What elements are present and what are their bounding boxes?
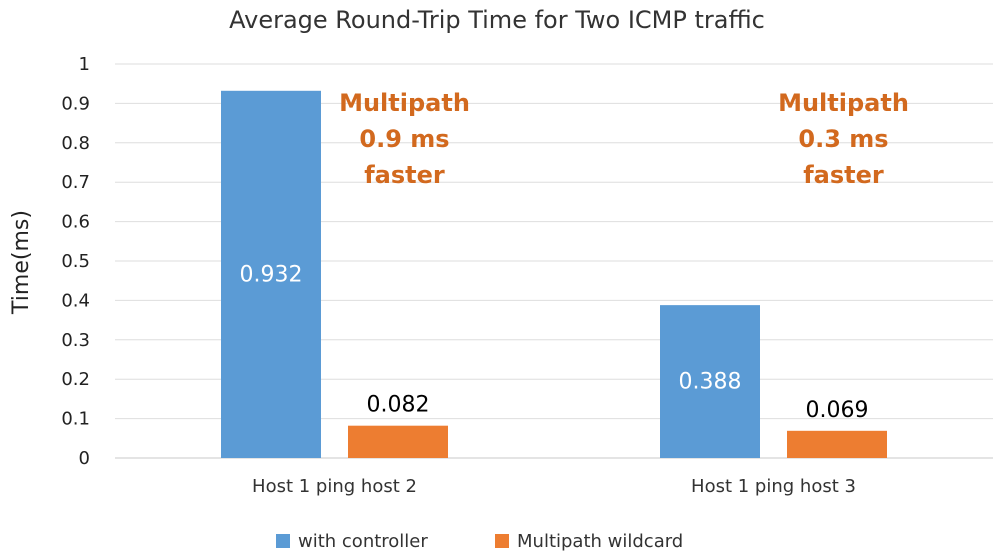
bar (221, 90, 321, 459)
data-label: 0.069 (806, 398, 869, 423)
legend-swatch (495, 534, 509, 548)
annotation-text: faster (803, 161, 884, 189)
x-axis-categories: Host 1 ping host 2 Host 1 ping host 3 (252, 476, 856, 497)
y-tick-label: 0.6 (61, 212, 90, 233)
bar (787, 430, 887, 458)
data-label: 0.082 (367, 393, 430, 418)
data-label: 0.388 (679, 370, 742, 395)
y-axis-ticks: 0 0.1 0.2 0.3 0.4 0.5 0.6 0.7 0.8 0.9 1 (61, 54, 90, 469)
x-category-label: Host 1 ping host 2 (252, 476, 417, 497)
legend-label: Multipath wildcard (517, 531, 683, 552)
annotation-text: Multipath (778, 89, 909, 117)
legend-swatch (276, 534, 290, 548)
y-tick-label: 0.9 (61, 93, 90, 114)
annotations: Multipath 0.9 ms faster Multipath 0.3 ms fast… (339, 89, 909, 189)
legend-label: with controller (298, 531, 428, 552)
annotation-text: 0.3 ms (798, 125, 888, 153)
data-label: 0.932 (240, 262, 303, 287)
legend: with controller Multipath wildcard (276, 531, 683, 552)
y-axis-label: Time(ms) (9, 210, 34, 315)
y-tick-label: 0.8 (61, 133, 90, 154)
annotation-text: Multipath (339, 89, 470, 117)
y-tick-label: 0.3 (61, 330, 90, 351)
annotation-text: faster (364, 161, 445, 189)
y-tick-label: 0.7 (61, 172, 90, 193)
bars (221, 90, 887, 459)
annotation-text: 0.9 ms (359, 125, 449, 153)
bar (348, 425, 448, 458)
y-tick-label: 1 (79, 54, 90, 75)
y-tick-label: 0 (79, 448, 90, 469)
y-tick-label: 0.4 (61, 290, 90, 311)
x-category-label: Host 1 ping host 3 (691, 476, 856, 497)
bar (660, 305, 760, 458)
y-tick-label: 0.2 (61, 369, 90, 390)
y-tick-label: 0.1 (61, 409, 90, 430)
chart-title: Average Round-Trip Time for Two ICMP tra… (229, 6, 765, 34)
y-tick-label: 0.5 (61, 251, 90, 272)
data-labels: 0.932 0.082 0.388 0.069 (240, 262, 869, 422)
